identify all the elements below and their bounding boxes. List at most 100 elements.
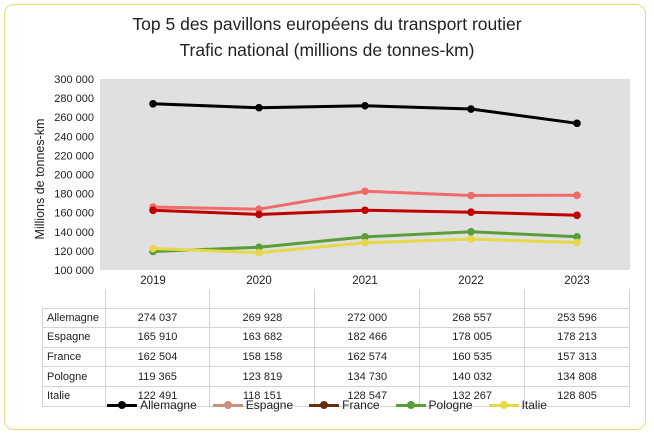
data-point-france (573, 211, 581, 220)
table-row-label: Espagne (42, 327, 106, 348)
data-point-espagne (467, 191, 475, 200)
legend-key-icon (488, 400, 519, 410)
y-tick-label: 240 000 (54, 131, 94, 143)
data-point-pologne (361, 233, 369, 241)
legend-label: Italie (521, 398, 547, 412)
legend-key-icon (395, 400, 426, 410)
x-tick-label: 2022 (458, 275, 484, 287)
table-cell: 119 365 (104, 366, 211, 387)
table-cell: 128 547 (314, 385, 421, 407)
table-row: Allemagne 274 037 269 928 272 000 268 557 253… (42, 307, 630, 329)
legend-item-italie: Italie (488, 398, 547, 412)
data-point-allemagne (467, 105, 475, 113)
table-cell: 269 928 (209, 307, 316, 329)
table-row: Pologne 119 365 123 819 134 730 140 032 134 8… (42, 366, 630, 387)
table-cell: 128 805 (524, 385, 630, 407)
y-tick-label: 100 000 (54, 265, 94, 277)
x-tick-label: 2021 (352, 275, 378, 287)
table-cell: 122 491 (104, 385, 211, 407)
chart-subtitle: Trafic national (millions de tonnes-km) (179, 40, 475, 60)
y-tick-label: 160 000 (54, 208, 94, 220)
chart-frame (4, 4, 646, 430)
data-point-pologne (573, 232, 581, 241)
line-chart: 100 000 120 000 140 000 160 000 180 000 200 0… (54, 74, 630, 287)
table-cell: 163 682 (209, 327, 316, 348)
table-cell: 134 808 (524, 366, 630, 387)
table-cell: 160 535 (419, 346, 526, 368)
y-tick-label: 220 000 (54, 150, 94, 162)
legend-item-france: France (309, 398, 380, 412)
table-cell: 178 213 (524, 327, 630, 348)
table-row: France 162 504 158 158 162 574 160 535 157 31… (42, 346, 630, 368)
table-cell: 253 596 (524, 307, 630, 329)
data-point-france (467, 208, 475, 216)
data-point-france (361, 206, 369, 215)
table-row-label: Allemagne (42, 307, 106, 329)
data-point-allemagne (255, 103, 263, 112)
y-tick-label: 180 000 (54, 189, 94, 201)
legend-label: Allemagne (140, 398, 197, 412)
x-tick-label: 2020 (246, 275, 272, 287)
legend-item-espagne: Espagne (212, 398, 294, 412)
data-point-italie (361, 238, 369, 247)
y-tick-label: 140 000 (54, 227, 94, 239)
table-header-cell (419, 289, 526, 309)
table-cell: 165 910 (104, 327, 211, 348)
data-point-italie (255, 248, 263, 257)
legend-key-icon (309, 400, 340, 410)
legend-item-pologne: Pologne (395, 398, 473, 412)
data-point-allemagne (361, 101, 369, 110)
table-cell: 162 574 (314, 346, 421, 368)
y-tick-label: 120 000 (54, 246, 94, 258)
data-point-allemagne (149, 99, 157, 108)
data-point-allemagne (573, 119, 581, 128)
table-row-label: Italie (42, 385, 106, 407)
table-header-cell (314, 289, 421, 309)
table-cell: 182 466 (314, 327, 421, 348)
y-tick-label: 280 000 (54, 93, 94, 105)
legend-label: France (342, 398, 380, 412)
table-header-cell (104, 289, 211, 309)
table-row-label: Pologne (42, 366, 106, 387)
table-cell: 157 313 (524, 346, 630, 368)
table-cell: 268 557 (419, 307, 526, 329)
table-row-label: France (42, 346, 106, 368)
table-row: Italie 122 491 118 151 128 547 132 267 128 80… (42, 385, 630, 407)
data-point-pologne (255, 243, 263, 252)
y-tick-label: 260 000 (54, 112, 94, 124)
data-point-italie (573, 238, 581, 247)
table-cell: 132 267 (419, 385, 526, 407)
table-cell: 162 504 (104, 346, 211, 368)
table-corner-cell (42, 289, 106, 309)
data-point-italie (467, 235, 475, 243)
table-cell: 274 037 (104, 307, 211, 329)
legend-item-allemagne: Allemagne (107, 398, 197, 412)
table-cell: 123 819 (209, 366, 316, 387)
table-cell: 134 730 (314, 366, 421, 387)
chart-legend: Allemagne Espagne France Pologne Italie (0, 398, 654, 412)
table-cell: 272 000 (314, 307, 421, 329)
data-point-pologne (467, 227, 475, 236)
data-point-espagne (255, 205, 263, 213)
x-tick-label: 2019 (140, 275, 166, 287)
table-header-row (42, 289, 630, 309)
legend-label: Pologne (428, 398, 473, 412)
legend-key-icon (107, 400, 138, 410)
y-tick-label: 200 000 (54, 170, 94, 182)
x-tick-label: 2023 (564, 275, 590, 287)
data-point-france (255, 210, 263, 219)
table-cell: 140 032 (419, 366, 526, 387)
data-point-espagne (361, 187, 369, 196)
table-row: Espagne 165 910 163 682 182 466 178 005 178 2… (42, 327, 630, 348)
data-table: Allemagne 274 037 269 928 272 000 268 557 253… (42, 289, 630, 407)
data-point-espagne (573, 191, 581, 200)
table-header-cell (209, 289, 316, 309)
legend-label: Espagne (245, 398, 294, 412)
legend-key-icon (212, 400, 243, 410)
table-cell: 158 158 (209, 346, 316, 368)
y-tick-label: 300 000 (54, 74, 94, 86)
data-point-italie (149, 244, 157, 253)
chart-title: Top 5 des pavillons européens du transpo… (132, 14, 522, 34)
data-point-france (149, 206, 157, 215)
table-cell: 178 005 (419, 327, 526, 348)
